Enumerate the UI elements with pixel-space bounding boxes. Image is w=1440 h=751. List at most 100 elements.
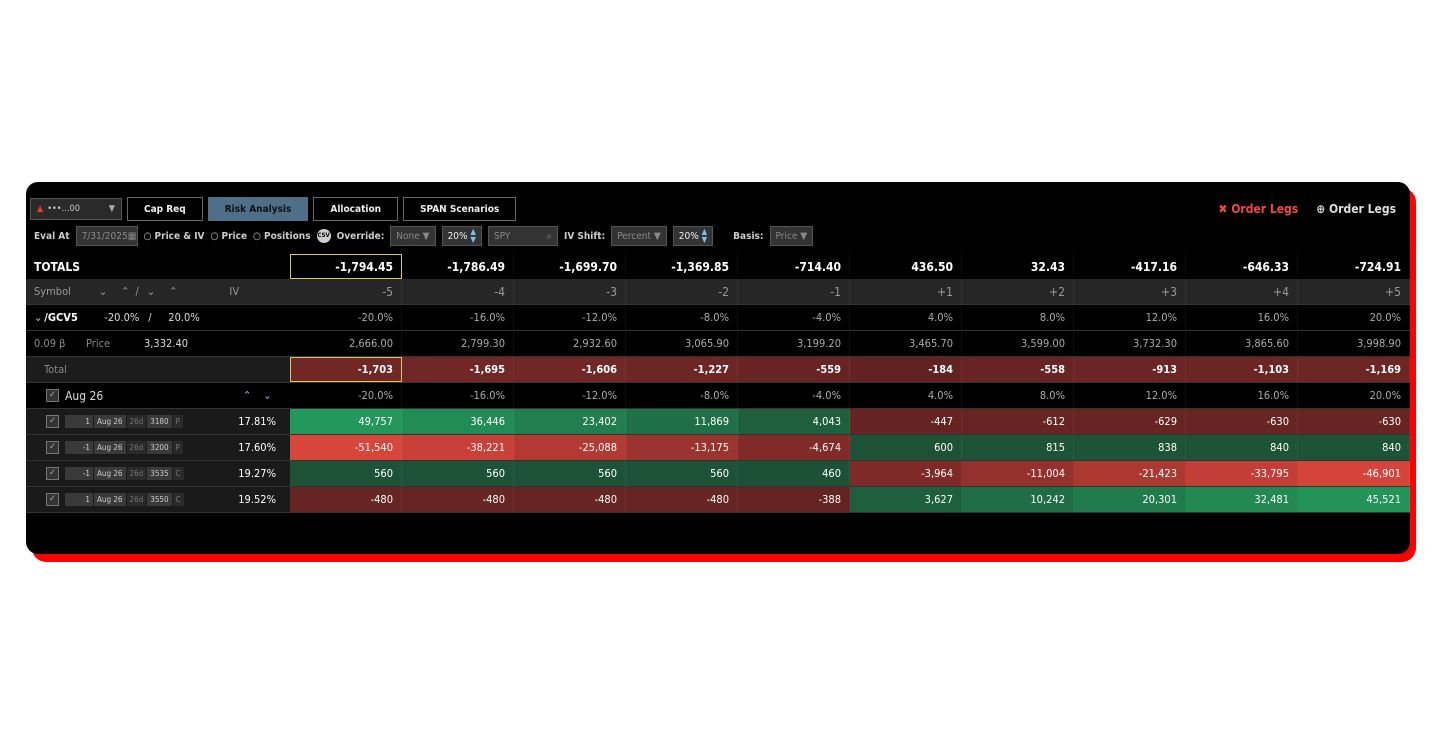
leg-expiry[interactable]: Aug 26 — [94, 415, 126, 428]
leg-qty[interactable]: 1 — [65, 415, 93, 428]
tab-cap-req[interactable]: Cap Req — [127, 197, 203, 221]
leg-value-cell: 460 — [738, 461, 850, 486]
add-order-legs-button[interactable]: ⊕ Order Legs — [1316, 202, 1396, 216]
basis-select[interactable]: Price ▼ — [769, 226, 814, 246]
stepper-arrows-icon[interactable]: ▲ ▼ — [701, 227, 708, 244]
leg-checkbox[interactable]: ✓ — [46, 493, 59, 506]
sort-chevron-down-icon[interactable]: ⌄ — [146, 285, 156, 298]
underlying-symbol: /GCV5 — [44, 311, 78, 324]
leg-expiry[interactable]: Aug 26 — [94, 467, 126, 480]
override-pct-stepper[interactable]: 20% ▲ ▼ — [441, 226, 482, 246]
total-pl-cell: -714.40 — [738, 254, 850, 279]
pct-change-cell: 16.0% — [1186, 383, 1298, 408]
leg-dte: 26d — [126, 493, 147, 506]
leg-value-cell: -612 — [962, 409, 1074, 434]
total-value-cell: -184 — [850, 357, 962, 382]
collapse-chevron-icon[interactable]: ⌄ — [34, 311, 43, 324]
override-select[interactable]: None ▼ — [390, 226, 436, 246]
leg-value-cell: 560 — [290, 461, 402, 486]
leg-checkbox[interactable]: ✓ — [46, 415, 59, 428]
leg-value-cell: -480 — [514, 487, 626, 512]
leg-info: ✓ 1 Aug 26 26d 3550 C 19.52% — [26, 487, 290, 512]
radio-price[interactable]: ○ Price — [210, 230, 248, 242]
leg-qty[interactable]: 1 — [65, 493, 93, 506]
leg-strike[interactable]: 3550 — [147, 493, 172, 506]
tab-span-scenarios[interactable]: SPAN Scenarios — [403, 197, 517, 221]
chevron-down-icon[interactable]: ⌄ — [263, 389, 272, 402]
sort-chevron-up-icon[interactable]: ⌃ — [121, 285, 130, 298]
leg-checkbox[interactable]: ✓ — [46, 441, 59, 454]
risk-grid: TOTALS -1,794.45 -1,786.49 -1,699.70 -1,369… — [26, 254, 1410, 513]
scenario-price-cell: 2,932.60 — [514, 331, 626, 356]
eval-date-value: 7/31/2025 — [81, 230, 128, 242]
leg-dte: 26d — [126, 415, 147, 428]
pct-change-cell: -12.0% — [514, 383, 626, 408]
leg-value-cell: -51,540 — [290, 435, 402, 460]
total-value-cell: -559 — [738, 357, 850, 382]
leg-value-cell: 45,521 — [1298, 487, 1410, 512]
plus-circle-icon: ⊕ — [1316, 202, 1329, 216]
underlying-info: ⌄ /GCV5 -20.0% / 20.0% — [26, 305, 290, 330]
tab-allocation[interactable]: Allocation — [313, 197, 399, 221]
leg-value-cell: -480 — [402, 487, 514, 512]
remove-order-legs-button[interactable]: ✖ Order Legs — [1218, 202, 1298, 216]
basis-label: Basis: — [733, 230, 764, 242]
leg-strike[interactable]: 3535 — [147, 467, 172, 480]
total-pl-cell: 32.43 — [962, 254, 1074, 279]
leg-iv: 19.27% — [238, 467, 276, 480]
override-label: Override: — [336, 230, 385, 242]
leg-qty[interactable]: -1 — [65, 441, 93, 454]
leg-expiry[interactable]: Aug 26 — [94, 441, 126, 454]
scenario-price-cell: 3,599.00 — [962, 331, 1074, 356]
scenario-price-cell: 3,998.90 — [1298, 331, 1410, 356]
scenario-price-cell: 3,199.20 — [738, 331, 850, 356]
radio-price-iv[interactable]: ○ Price & IV — [143, 230, 205, 242]
scenario-price-cell: 2,799.30 — [402, 331, 514, 356]
csv-export-icon[interactable]: CSV — [316, 229, 331, 243]
eval-at-label: Eval At — [34, 230, 70, 242]
leg-value-cell: 4,043 — [738, 409, 850, 434]
options-bar: Eval At 7/31/2025 ▦ ○ Price & IV ○ Price … — [26, 222, 1410, 250]
leg-qty[interactable]: -1 — [65, 467, 93, 480]
sort-chevron-down-icon[interactable]: ⌄ — [98, 285, 108, 298]
step-header-cell: +3 — [1074, 279, 1186, 304]
iv-shift-stepper[interactable]: 20% ▲ ▼ — [672, 226, 714, 246]
iv-header-label: IV — [229, 285, 240, 298]
leg-value-cell: 838 — [1074, 435, 1186, 460]
leg-type[interactable]: C — [172, 493, 184, 506]
eval-date-input[interactable]: 7/31/2025 ▦ — [75, 226, 138, 246]
leg-checkbox[interactable]: ✓ — [46, 467, 59, 480]
leg-row: ✓ -1 Aug 26 26d 3200 P 17.60% -51,540 -38,… — [26, 435, 1410, 461]
leg-value-cell: 815 — [962, 435, 1074, 460]
pct-change-cell: -20.0% — [290, 383, 402, 408]
total-value-cell: -1,227 — [626, 357, 738, 382]
sort-chevron-up-icon[interactable]: ⌃ — [169, 285, 178, 298]
leg-type[interactable]: P — [172, 415, 183, 428]
leg-type[interactable]: C — [172, 467, 184, 480]
scenario-price-cell: 3,465.70 — [850, 331, 962, 356]
leg-strike[interactable]: 3200 — [147, 441, 172, 454]
radio-positions[interactable]: ○ Positions — [253, 230, 311, 242]
expiry-label: Aug 26 — [65, 388, 104, 403]
expiry-checkbox[interactable]: ✓ — [46, 389, 59, 402]
pct-change-cell: 12.0% — [1074, 383, 1186, 408]
leg-strike[interactable]: 3180 — [147, 415, 172, 428]
step-header-cell: +2 — [962, 279, 1074, 304]
leg-type[interactable]: P — [172, 441, 183, 454]
tab-risk-analysis[interactable]: Risk Analysis — [207, 197, 309, 221]
pct-change-cell: 8.0% — [962, 383, 1074, 408]
leg-value-cell: 20,301 — [1074, 487, 1186, 512]
symbol-search-input[interactable]: SPY ⌕ — [487, 226, 558, 246]
stepper-arrows-icon[interactable]: ▲ ▼ — [470, 227, 476, 244]
chevron-up-icon[interactable]: ⌃ — [243, 389, 252, 402]
leg-value-cell: -480 — [290, 487, 402, 512]
iv-shift-select[interactable]: Percent ▼ — [611, 226, 667, 246]
leg-info: ✓ -1 Aug 26 26d 3535 C 19.27% — [26, 461, 290, 486]
leg-value-cell: 23,402 — [514, 409, 626, 434]
chevron-down-icon: ▼ — [653, 230, 661, 242]
account-selector[interactable]: ▲ •••…00 ▼ — [30, 198, 122, 220]
scenario-price-cell: 3,065.90 — [626, 331, 738, 356]
leg-expiry[interactable]: Aug 26 — [94, 493, 126, 506]
leg-value-cell: 36,446 — [402, 409, 514, 434]
step-header-cell: +1 — [850, 279, 962, 304]
